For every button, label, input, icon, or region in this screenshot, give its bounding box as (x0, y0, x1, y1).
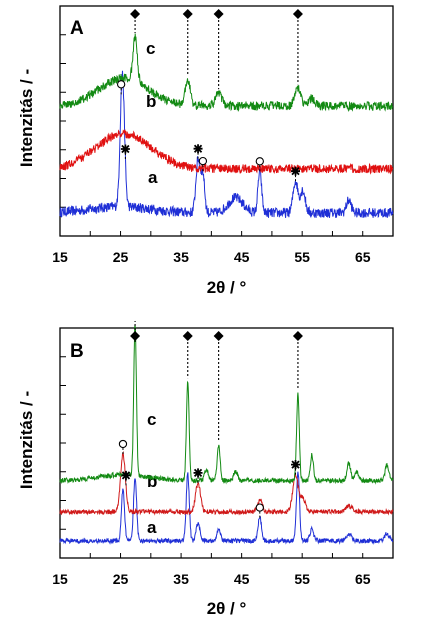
x-tick-label: 35 (173, 571, 189, 587)
y-axis-title: Intenzitás / - (17, 391, 36, 489)
x-tick-label: 25 (113, 571, 129, 587)
curve-label-c: c (147, 410, 156, 429)
x-axis-title: 2θ / ° (207, 278, 247, 297)
star-marker (120, 144, 130, 154)
x-tick-label: 55 (294, 249, 310, 265)
chart-panel-a: 15 25 35 45 55 65 2θ / ° Intenzitás / - Aa b c (17, 5, 394, 297)
circle-marker (255, 157, 264, 166)
star-marker (193, 144, 203, 154)
circle-marker (118, 439, 128, 449)
plot-frame (59, 327, 394, 559)
series-line-c (59, 325, 394, 485)
chart-panel-b: 15 25 35 45 55 65 2θ / ° Intenzitás / - Ba b c (17, 321, 394, 618)
series-line-a (59, 471, 394, 545)
curve-label-c: c (146, 39, 155, 58)
circle-marker (198, 156, 208, 166)
series-line-b (59, 129, 394, 175)
x-tick-label: 65 (355, 249, 371, 265)
series-line-c (59, 33, 394, 113)
curve-label-b: b (147, 472, 157, 491)
diamond-marker (182, 331, 193, 341)
diamond-marker (213, 331, 224, 341)
x-tick-label: 35 (173, 249, 189, 265)
star-marker (193, 468, 203, 478)
x-tick-label: 65 (355, 571, 371, 587)
star-marker (291, 460, 301, 470)
curve-label-a: a (147, 518, 157, 537)
diamond-marker (292, 9, 303, 19)
curve-label-b: b (146, 92, 156, 111)
diamond-marker (130, 9, 141, 19)
x-axis-title: 2θ / ° (207, 599, 247, 618)
diamond-marker (292, 331, 303, 341)
circle-marker (255, 503, 264, 512)
x-tick-label: 55 (294, 571, 310, 587)
diamond-marker (213, 9, 224, 19)
y-axis-title: Intenzitás / - (17, 69, 36, 167)
x-tick-label: 25 (113, 249, 129, 265)
panel-letter: A (70, 18, 84, 39)
star-marker (121, 470, 131, 480)
series-line-b (59, 450, 394, 516)
series-line-a (59, 70, 394, 219)
x-tick-label: 45 (234, 249, 250, 265)
curve-label-a: a (148, 168, 158, 187)
x-tick-label: 45 (234, 571, 250, 587)
x-tick-label: 15 (52, 571, 68, 587)
panel-letter: B (70, 341, 84, 362)
diamond-marker (182, 9, 193, 19)
circle-marker (117, 80, 126, 89)
plot-frame (59, 5, 394, 237)
diamond-marker (130, 331, 141, 341)
star-marker (291, 166, 301, 176)
x-tick-label: 15 (52, 249, 68, 265)
